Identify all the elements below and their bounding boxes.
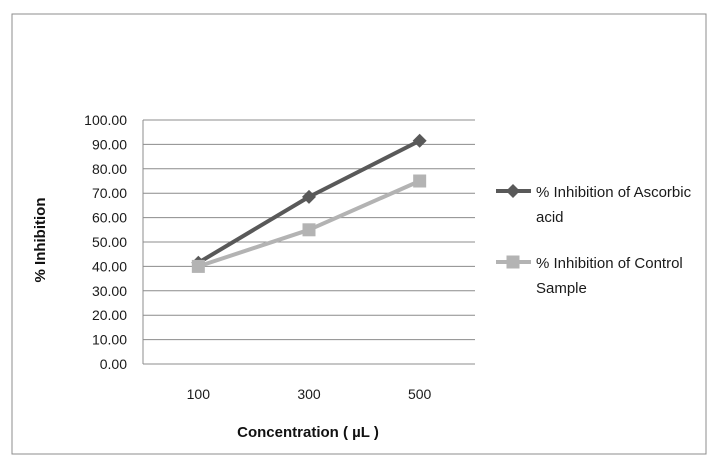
data-point-diamond [302,189,316,204]
data-point-square [302,223,316,237]
y-tick-label: 80.00 [92,161,127,177]
chart-border [11,13,707,455]
legend-item: % Inhibition of Ascorbic acid [496,184,692,226]
x-tick-label: 100 [187,386,211,402]
y-tick-label: 90.00 [92,136,127,152]
gridlines [143,119,475,341]
y-tick-label: 0.00 [100,356,127,372]
legend-label: % Inhibition of Ascorbic acid [536,184,692,226]
legend-label-line: acid [536,209,564,226]
y-tick-labels: 0.00 10.00 20.00 30.00 40.00 50.00 60.00 70.00 8… [84,112,127,372]
legend: % Inhibition of Ascorbic acid% Inhibition… [496,184,692,297]
x-tick-label: 300 [297,386,321,402]
legend-swatch-square [506,255,520,269]
y-tick-label: 30.00 [92,283,127,299]
legend-swatch-diamond [506,184,520,198]
data-point-square [413,174,427,188]
y-tick-label: 60.00 [92,210,127,226]
legend-label: % Inhibition of Control Sample [536,255,683,297]
legend-item: % Inhibition of Control Sample [496,255,683,297]
x-axis-title: Concentration ( µL ) [237,424,379,441]
y-axis-title: % Inhibition [32,198,49,283]
data-point-diamond [412,133,427,148]
series [191,133,427,273]
legend-label-line: % Inhibition of Ascorbic [536,184,692,201]
legend-label-line: % Inhibition of Control [536,255,683,272]
y-tick-label: 10.00 [92,332,127,348]
axes [142,120,475,365]
series-2 [191,174,427,273]
y-tick-label: 70.00 [92,185,127,201]
y-tick-label: 20.00 [92,307,127,323]
x-tick-labels: 100 300 500 [187,386,432,402]
data-point-square [191,259,205,273]
y-tick-label: 100.00 [84,112,127,128]
y-tick-label: 50.00 [92,234,127,250]
x-tick-label: 500 [408,386,432,402]
legend-label-line: Sample [536,280,587,297]
y-tick-label: 40.00 [92,258,127,274]
